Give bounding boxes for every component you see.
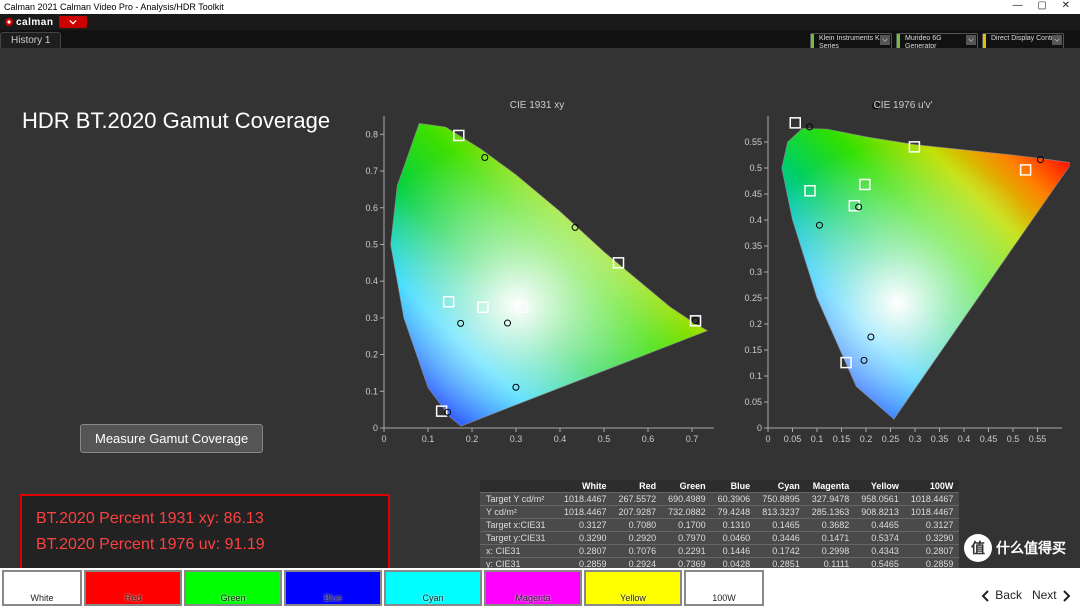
watermark-badge: 值 xyxy=(964,534,992,562)
table-row: Target Y cd/m²1018.4467267.5572690.49896… xyxy=(480,493,959,506)
svg-text:0: 0 xyxy=(765,434,770,444)
result-box: BT.2020 Percent 1931 xy: 86.13 BT.2020 P… xyxy=(20,494,390,570)
brand-text: calman xyxy=(16,17,53,28)
table-row: Target y:CIE310.32900.29200.79700.04600.… xyxy=(480,532,959,545)
svg-text:0.7: 0.7 xyxy=(686,434,699,444)
swatch-red[interactable]: Red xyxy=(84,570,182,606)
svg-text:0.5: 0.5 xyxy=(365,239,378,249)
svg-text:0.4: 0.4 xyxy=(554,434,567,444)
svg-text:0.3: 0.3 xyxy=(909,434,922,444)
table-row: Target x:CIE310.31270.70800.17000.13100.… xyxy=(480,519,959,532)
window-buttons[interactable]: — ▢ ✕ xyxy=(1013,0,1076,11)
chevron-down-icon xyxy=(69,18,77,26)
svg-text:0.2: 0.2 xyxy=(749,319,762,329)
swatch-magenta[interactable]: Magenta xyxy=(484,570,582,606)
result-1976: BT.2020 Percent 1976 uv: 91.19 xyxy=(36,536,374,554)
result-1931: BT.2020 Percent 1931 xy: 86.13 xyxy=(36,510,374,528)
nav-back[interactable]: Back xyxy=(980,588,1022,602)
cie1976-chart: CIE 1976 u'v' 0 0.05 0.1 0.15 0.2 0.25 0.3 0.35… xyxy=(736,102,1070,450)
svg-text:0.6: 0.6 xyxy=(642,434,655,444)
svg-text:0.3: 0.3 xyxy=(365,313,378,323)
app-bar: calman xyxy=(0,14,1080,30)
swatch-blue[interactable]: Blue xyxy=(284,570,382,606)
tab-history-1[interactable]: History 1 xyxy=(0,32,61,48)
svg-text:0.15: 0.15 xyxy=(833,434,851,444)
svg-text:0.5: 0.5 xyxy=(1007,434,1020,444)
window-title: Calman 2021 Calman Video Pro - Analysis/… xyxy=(4,2,224,12)
svg-text:0.6: 0.6 xyxy=(365,203,378,213)
window-titlebar: Calman 2021 Calman Video Pro - Analysis/… xyxy=(0,0,1080,14)
svg-text:0.45: 0.45 xyxy=(744,189,762,199)
svg-text:0.5: 0.5 xyxy=(598,434,611,444)
swatch-cyan[interactable]: Cyan xyxy=(384,570,482,606)
svg-text:0.2: 0.2 xyxy=(365,350,378,360)
svg-text:0.7: 0.7 xyxy=(365,166,378,176)
svg-text:0.8: 0.8 xyxy=(365,129,378,139)
svg-text:0.05: 0.05 xyxy=(744,397,762,407)
cie1976-title: CIE 1976 u'v' xyxy=(736,100,1070,111)
swatch-100w[interactable]: 100W xyxy=(684,570,764,606)
swatch-white[interactable]: White xyxy=(2,570,82,606)
app-menu-button[interactable] xyxy=(59,16,87,28)
svg-text:0.55: 0.55 xyxy=(1029,434,1047,444)
watermark-text: 什么值得买 xyxy=(996,538,1066,558)
measurement-table: WhiteRedGreenBlueCyanMagentaYellow100WTa… xyxy=(480,480,959,571)
color-swatch-bar: WhiteRedGreenBlueCyanMagentaYellow100W xyxy=(0,568,1080,608)
svg-text:0.4: 0.4 xyxy=(749,215,762,225)
main-canvas: HDR BT.2020 Gamut Coverage CIE 1931 xy 0… xyxy=(0,48,1080,608)
svg-text:0.3: 0.3 xyxy=(749,267,762,277)
svg-text:0.25: 0.25 xyxy=(744,293,762,303)
cie1931-title: CIE 1931 xy xyxy=(352,100,722,111)
cie1931-chart: CIE 1931 xy 0 0.1 0.2 0.3 0.4 0.5 0.6 0.7 0 0.1 0.… xyxy=(352,102,722,450)
svg-text:0.1: 0.1 xyxy=(811,434,824,444)
svg-text:0.5: 0.5 xyxy=(749,163,762,173)
svg-text:0.35: 0.35 xyxy=(744,241,762,251)
measure-gamut-button[interactable]: Measure Gamut Coverage xyxy=(80,424,263,453)
caret-right-icon xyxy=(1060,590,1072,602)
svg-text:0.4: 0.4 xyxy=(365,276,378,286)
svg-text:0.3: 0.3 xyxy=(510,434,523,444)
watermark: 值 什么值得买 xyxy=(964,534,1066,562)
table-row: Y cd/m²1018.4467207.9287732.088279.42488… xyxy=(480,506,959,519)
svg-text:0: 0 xyxy=(757,423,762,433)
table-row: x: CIE310.28070.70760.22910.14460.17420.… xyxy=(480,545,959,558)
swatch-yellow[interactable]: Yellow xyxy=(584,570,682,606)
svg-text:0.15: 0.15 xyxy=(744,345,762,355)
svg-text:0.1: 0.1 xyxy=(749,371,762,381)
svg-text:0.25: 0.25 xyxy=(882,434,900,444)
brand-logo: calman xyxy=(4,17,53,28)
svg-text:0.1: 0.1 xyxy=(365,386,378,396)
svg-text:0: 0 xyxy=(373,423,378,433)
brand-icon xyxy=(4,17,14,27)
svg-text:0: 0 xyxy=(381,434,386,444)
svg-text:0.2: 0.2 xyxy=(860,434,873,444)
svg-text:0.4: 0.4 xyxy=(958,434,971,444)
caret-left-icon xyxy=(980,590,992,602)
nav-next[interactable]: Next xyxy=(1032,588,1072,602)
svg-text:0.35: 0.35 xyxy=(931,434,949,444)
svg-text:0.55: 0.55 xyxy=(744,137,762,147)
swatch-green[interactable]: Green xyxy=(184,570,282,606)
footer-nav: Back Next xyxy=(980,588,1072,602)
page-title: HDR BT.2020 Gamut Coverage xyxy=(22,108,330,134)
svg-text:0.1: 0.1 xyxy=(422,434,435,444)
svg-text:0.45: 0.45 xyxy=(980,434,998,444)
svg-text:0.2: 0.2 xyxy=(466,434,479,444)
svg-text:0.05: 0.05 xyxy=(784,434,802,444)
